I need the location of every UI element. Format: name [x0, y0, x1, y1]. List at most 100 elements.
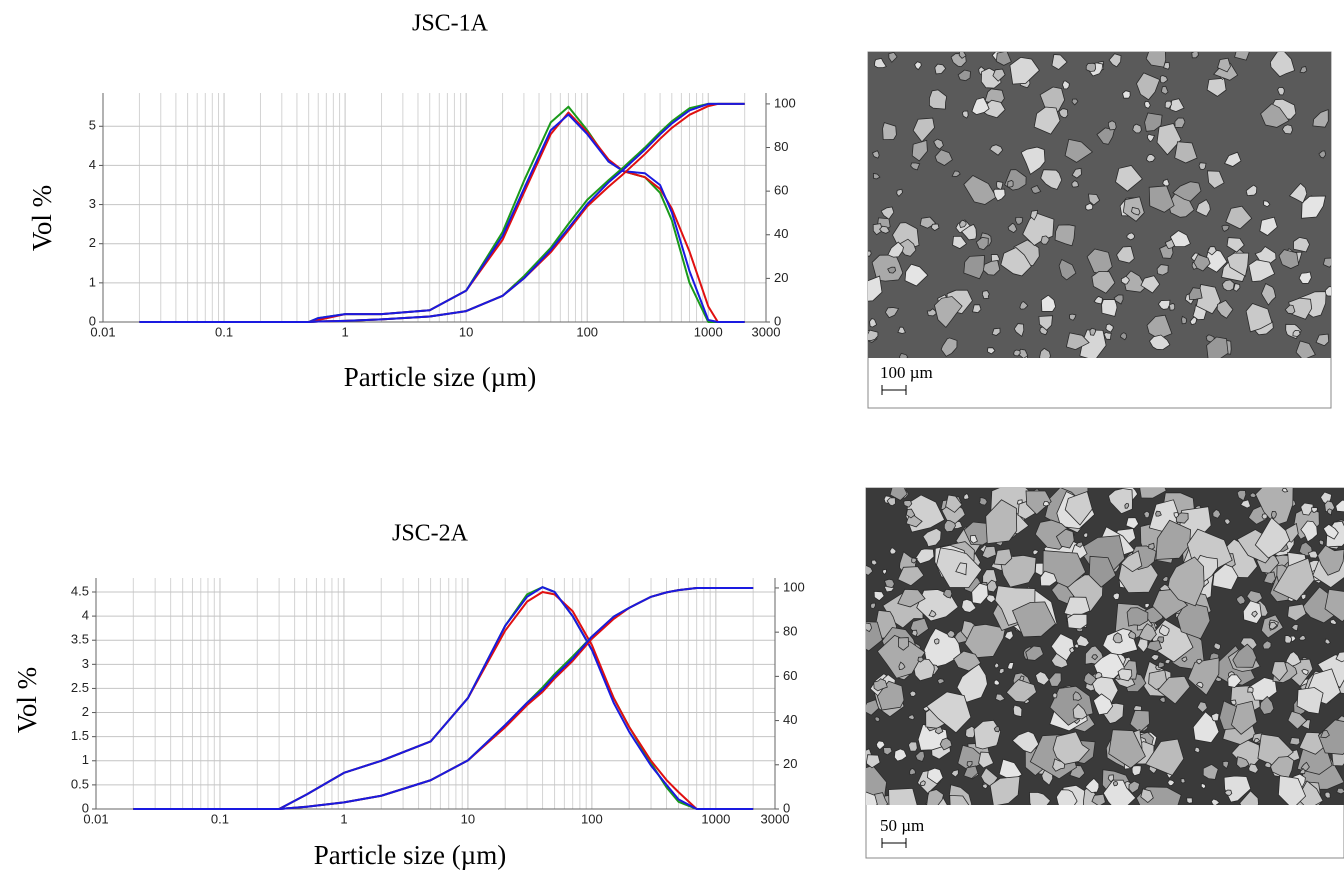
particle	[1277, 86, 1285, 96]
particle	[981, 290, 990, 300]
particle	[1071, 98, 1079, 106]
particle	[1326, 508, 1333, 516]
particle	[915, 548, 935, 565]
y2-tick-label: 100	[774, 95, 796, 110]
particle	[1052, 731, 1090, 765]
particle	[909, 690, 917, 697]
particle	[876, 634, 926, 679]
particle	[1299, 66, 1308, 74]
particle	[870, 602, 876, 610]
particle	[1122, 90, 1131, 99]
particle	[1231, 700, 1258, 735]
particle	[1224, 789, 1233, 796]
particle	[1262, 640, 1272, 650]
particle	[907, 714, 915, 721]
particle	[1101, 299, 1118, 317]
particle	[1300, 502, 1314, 516]
particle	[873, 57, 887, 69]
x-tick-label: 0.1	[215, 324, 233, 339]
y2-tick-label: 80	[783, 624, 797, 639]
particle	[1066, 613, 1088, 630]
particle	[926, 767, 944, 785]
particle	[928, 609, 937, 618]
particle	[1069, 313, 1077, 321]
particle	[1089, 327, 1097, 336]
particle	[1253, 737, 1261, 744]
particle	[1030, 184, 1042, 194]
y2-tick-label: 20	[774, 270, 788, 285]
particle	[1298, 634, 1307, 641]
particle	[1091, 654, 1099, 661]
particle	[1223, 775, 1252, 803]
particle	[1271, 510, 1277, 520]
particle	[1285, 651, 1302, 667]
particle	[1281, 488, 1289, 493]
particle	[912, 117, 935, 143]
particle	[1272, 557, 1315, 602]
particle	[959, 219, 967, 228]
particle	[989, 144, 1004, 156]
particle	[1013, 349, 1021, 357]
particle	[985, 499, 1018, 545]
particle	[1007, 222, 1018, 234]
y-tick-label: 2.5	[71, 680, 89, 695]
particle	[889, 488, 908, 501]
particle	[1112, 592, 1120, 601]
particle	[887, 241, 904, 258]
particle	[1335, 651, 1344, 663]
particle	[1139, 488, 1167, 499]
particle	[897, 637, 909, 651]
particle	[1055, 789, 1078, 805]
particle	[879, 225, 891, 234]
particle	[1158, 696, 1166, 704]
particle	[949, 794, 970, 805]
particle	[872, 173, 881, 180]
particle	[1271, 661, 1288, 682]
particle	[1124, 502, 1130, 509]
y2-tick-label: 100	[783, 579, 805, 594]
particle	[897, 588, 926, 608]
particle	[986, 579, 998, 593]
particle	[919, 780, 926, 787]
sem-image	[866, 488, 1344, 805]
y-tick-label: 3.5	[71, 632, 89, 647]
y2-tick-label: 0	[783, 800, 790, 815]
particle	[958, 52, 967, 59]
particle	[884, 307, 900, 319]
particle	[1164, 100, 1172, 109]
particle	[1128, 780, 1141, 794]
particle	[1239, 790, 1259, 805]
particle	[1071, 180, 1080, 188]
particle	[1069, 646, 1076, 654]
particle	[934, 149, 953, 166]
x-tick-label: 3000	[752, 324, 781, 339]
particle	[872, 223, 884, 236]
particle	[1289, 737, 1301, 746]
particle	[952, 235, 968, 250]
particle	[873, 678, 888, 692]
particle	[1322, 257, 1331, 268]
particle	[989, 776, 1021, 805]
particle	[1307, 550, 1319, 559]
particle	[897, 326, 906, 334]
particle	[868, 275, 883, 302]
particle	[1025, 645, 1044, 661]
particle	[926, 789, 945, 805]
particle	[1186, 797, 1193, 804]
particle	[1033, 106, 1061, 135]
particle	[1268, 621, 1278, 630]
particle	[871, 254, 904, 282]
x-tick-label: 0.1	[211, 811, 229, 826]
particle	[1150, 654, 1160, 662]
particle	[1054, 224, 1076, 247]
particle	[1148, 542, 1155, 550]
particle	[1012, 704, 1023, 718]
particle	[1112, 781, 1119, 787]
particle	[1191, 52, 1199, 59]
particle	[1005, 679, 1037, 703]
particle	[1000, 247, 1032, 277]
particle	[1221, 279, 1235, 292]
chart-title: JSC-2A	[392, 521, 469, 547]
particle	[1299, 767, 1306, 775]
y2-tick-label: 0	[774, 313, 781, 328]
